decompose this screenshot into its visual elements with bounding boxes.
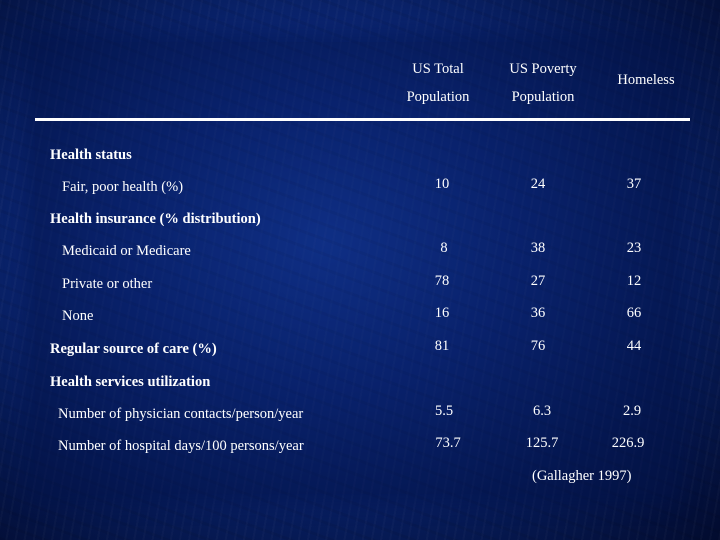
- value-hospital-us-total: 73.7: [435, 435, 461, 451]
- value-private-homeless: 12: [626, 273, 642, 289]
- row-label-hospital-days: Number of hospital days/100 persons/year: [58, 438, 304, 454]
- header-us-poverty-line1: US Poverty: [509, 61, 577, 77]
- value-none-homeless: 66: [626, 305, 642, 321]
- row-label-medicaid-medicare: Medicaid or Medicare: [62, 243, 191, 259]
- value-physician-homeless: 2.9: [622, 403, 642, 419]
- row-label-none: None: [62, 308, 94, 324]
- header-divider: [35, 118, 690, 121]
- value-private-us-total: 78: [434, 273, 450, 289]
- citation: (Gallagher 1997): [532, 468, 632, 484]
- section-health-services-utilization: Health services utilization: [50, 374, 211, 390]
- header-us-total-line2: Population: [406, 89, 470, 105]
- value-none-us-poverty: 36: [530, 305, 546, 321]
- value-hospital-homeless: 226.9: [611, 435, 645, 451]
- value-fair-poor-homeless: 37: [626, 176, 642, 192]
- value-private-us-poverty: 27: [530, 273, 546, 289]
- value-regular-homeless: 44: [626, 338, 642, 354]
- header-homeless: Homeless: [617, 72, 675, 88]
- value-physician-us-poverty: 6.3: [532, 403, 552, 419]
- section-regular-source-of-care: Regular source of care (%): [50, 341, 217, 357]
- section-health-status: Health status: [50, 147, 132, 163]
- section-health-insurance: Health insurance (% distribution): [50, 211, 261, 227]
- row-label-physician-contacts: Number of physician contacts/person/year: [58, 406, 304, 422]
- value-fair-poor-us-poverty: 24: [530, 176, 546, 192]
- header-us-poverty-line2: Population: [511, 89, 575, 105]
- value-hospital-us-poverty: 125.7: [525, 435, 559, 451]
- value-none-us-total: 16: [434, 305, 450, 321]
- value-fair-poor-us-total: 10: [434, 176, 450, 192]
- table-panel: [35, 42, 673, 494]
- value-medicaid-homeless: 23: [626, 240, 642, 256]
- value-medicaid-us-poverty: 38: [530, 240, 546, 256]
- header-us-total-line1: US Total: [412, 61, 464, 77]
- value-regular-us-poverty: 76: [530, 338, 546, 354]
- value-medicaid-us-total: 8: [440, 240, 448, 256]
- row-label-private-other: Private or other: [62, 276, 153, 292]
- row-label-fair-poor-health: Fair, poor health (%): [62, 179, 184, 195]
- value-physician-us-total: 5.5: [434, 403, 454, 419]
- value-regular-us-total: 81: [434, 338, 450, 354]
